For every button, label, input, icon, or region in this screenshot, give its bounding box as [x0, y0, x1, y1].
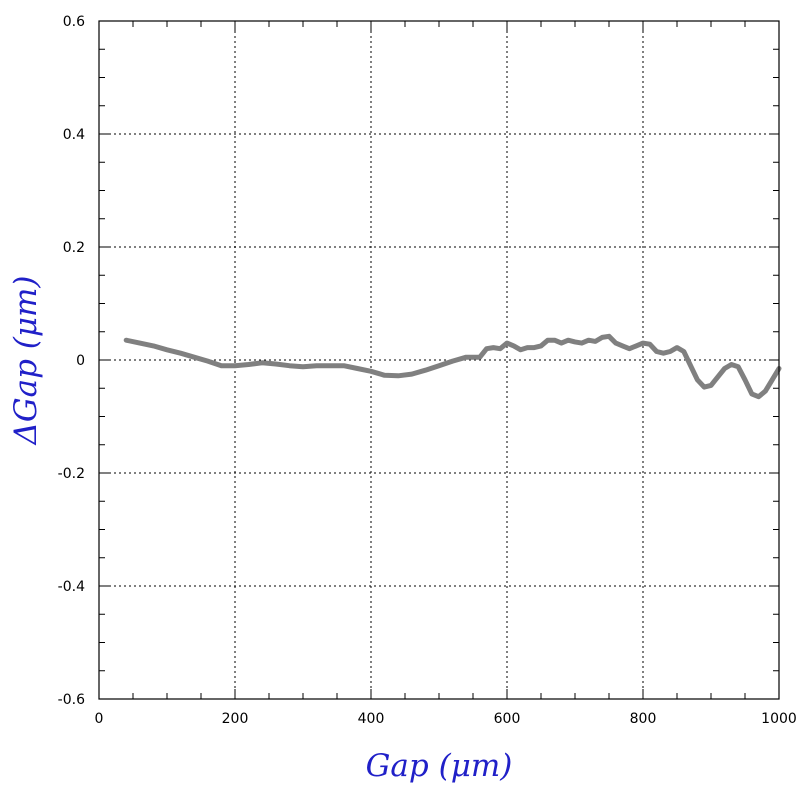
y-tick-label: -0.6	[58, 692, 85, 708]
y-axis-title: ΔGap (μm)	[8, 275, 44, 445]
y-tick-label: 0.6	[63, 14, 85, 30]
y-tick-label: 0	[76, 353, 85, 369]
series-line	[123, 333, 782, 400]
plot-frame	[98, 20, 780, 700]
y-tick-label: -0.2	[58, 466, 85, 482]
x-tick-label: 400	[358, 711, 385, 727]
y-tick-label: 0.2	[63, 240, 85, 256]
grid-lines	[99, 21, 779, 699]
x-tick-label: 200	[222, 711, 249, 727]
y-tick-labels: -0.6 -0.4 -0.2 0 0.2 0.4 0.6	[58, 14, 85, 708]
x-tick-labels: 0 200 400 600 800 1000	[95, 711, 797, 727]
y-tick-label: 0.4	[63, 127, 85, 143]
x-tick-label: 600	[494, 711, 521, 727]
x-tick-label: 0	[95, 711, 104, 727]
x-tick-label: 1000	[761, 711, 797, 727]
series-layer	[123, 333, 782, 400]
x-tick-label: 800	[630, 711, 657, 727]
x-axis-title: Gap (μm)	[366, 748, 513, 784]
y-tick-label: -0.4	[58, 579, 85, 595]
